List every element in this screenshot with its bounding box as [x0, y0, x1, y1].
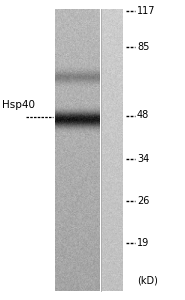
Text: 34: 34: [137, 154, 149, 164]
Text: 85: 85: [137, 41, 149, 52]
Text: 26: 26: [137, 196, 149, 206]
Text: 48: 48: [137, 110, 149, 121]
Text: (kD): (kD): [137, 275, 158, 286]
Text: 117: 117: [137, 6, 155, 16]
Text: 19: 19: [137, 238, 149, 248]
Text: Hsp40: Hsp40: [2, 100, 35, 110]
